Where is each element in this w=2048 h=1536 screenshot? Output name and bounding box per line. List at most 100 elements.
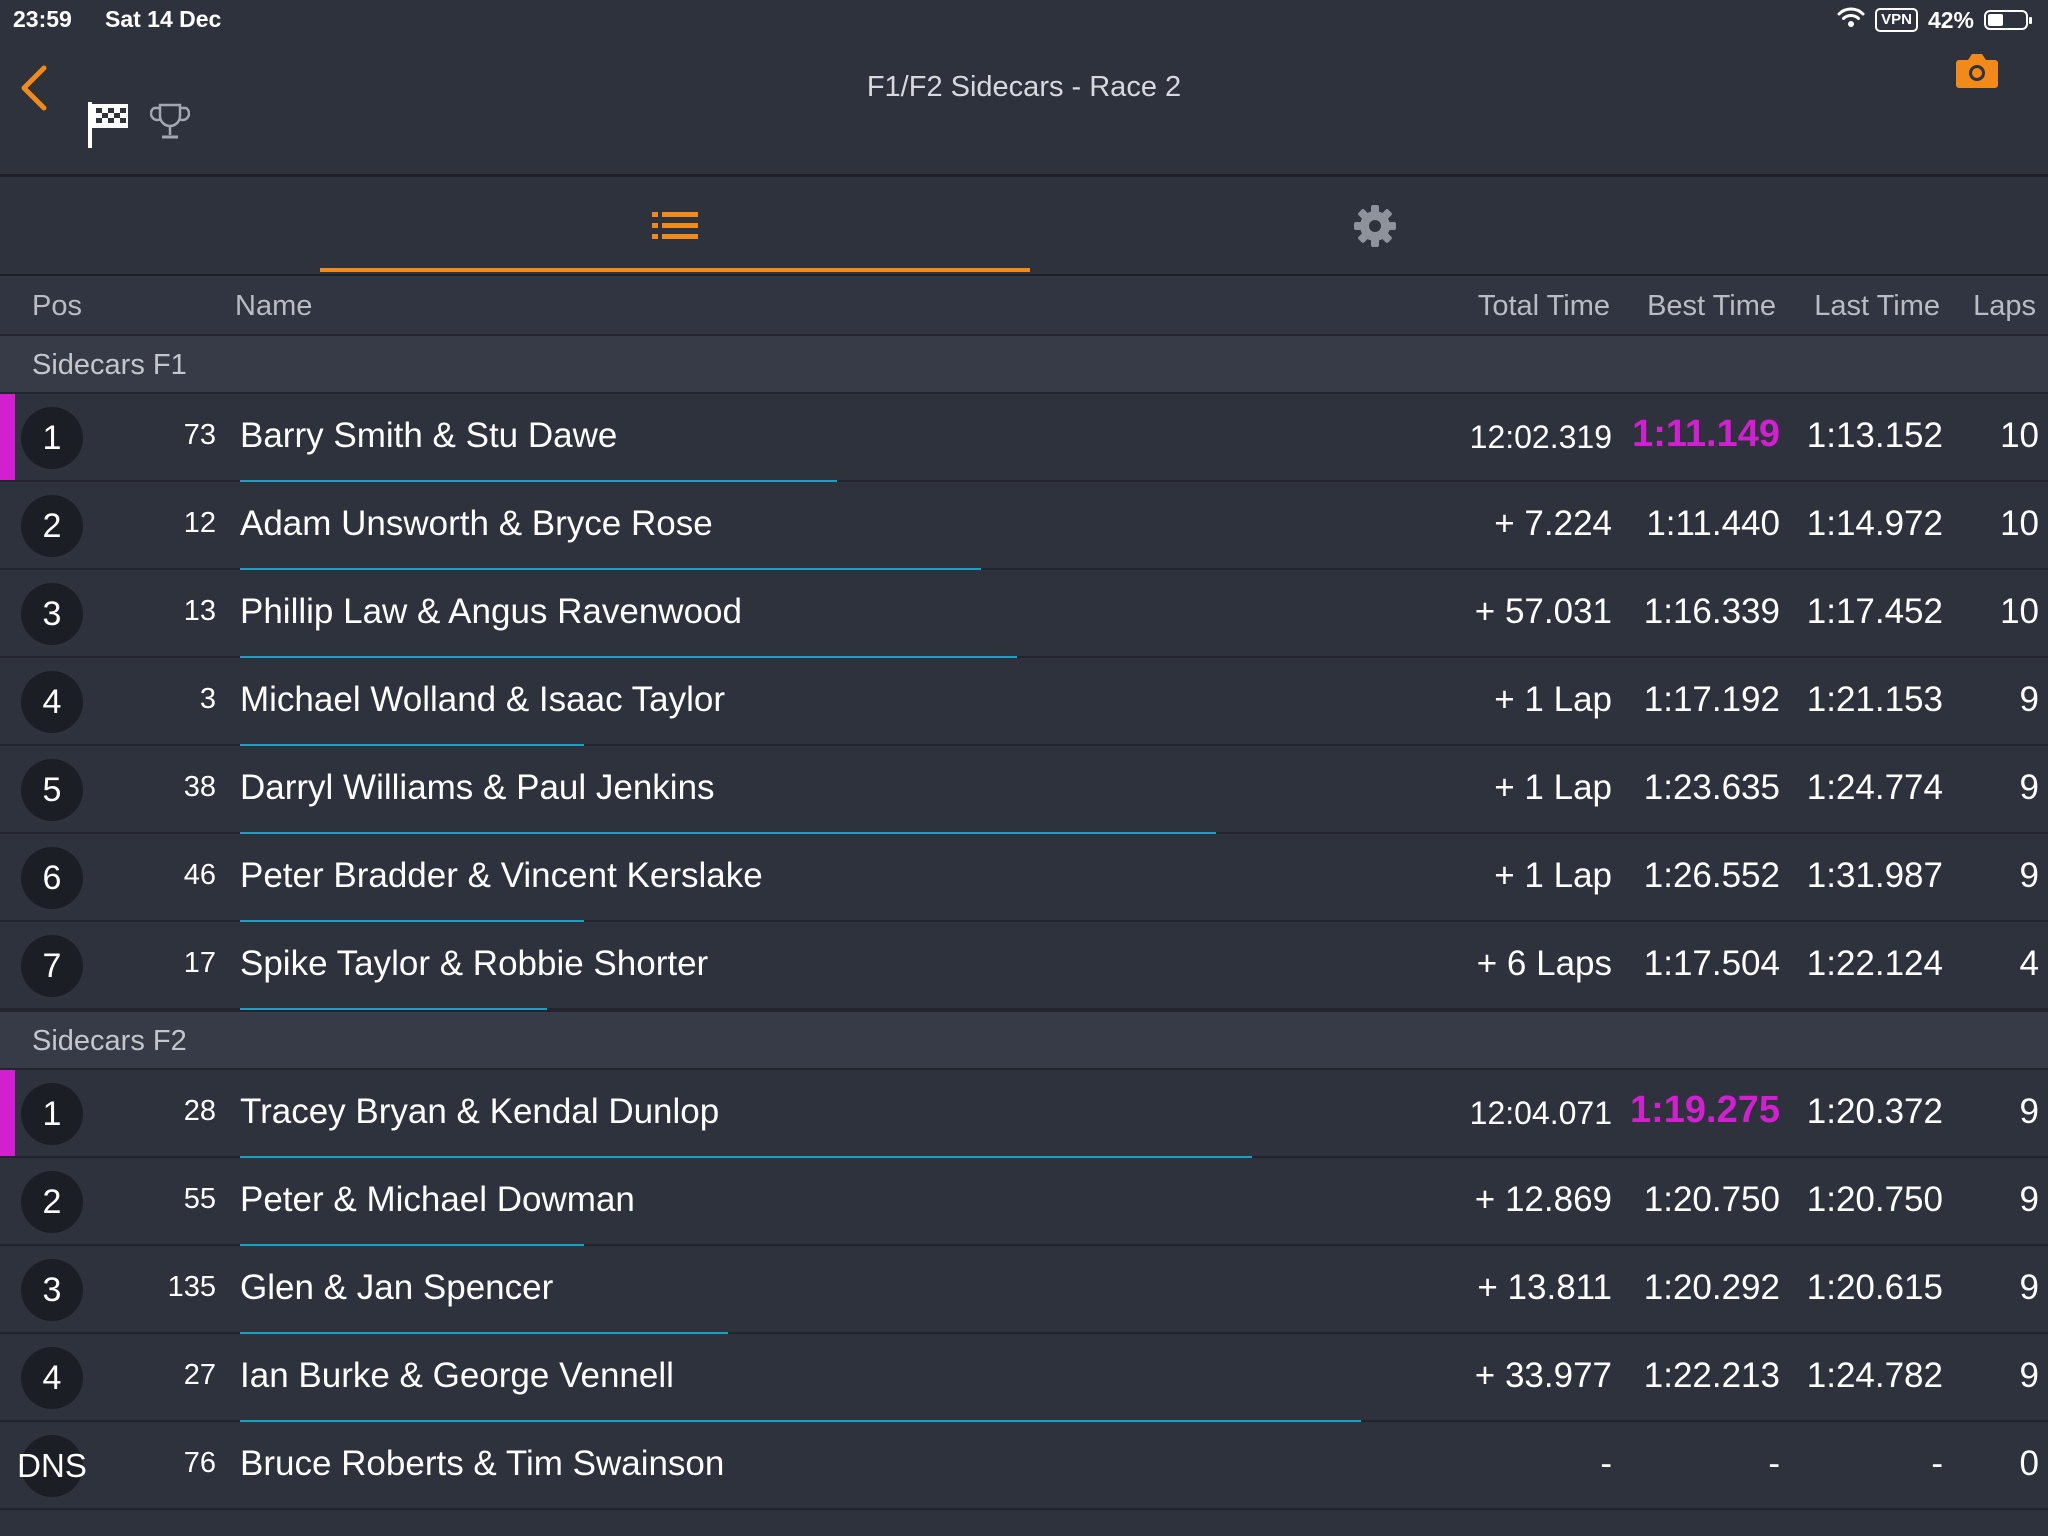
- column-pos[interactable]: Pos: [32, 290, 82, 322]
- result-row[interactable]: 1 73 Barry Smith & Stu Dawe 12:02.319 1:11.1…: [0, 394, 2048, 482]
- total-time: + 6 Laps: [1476, 944, 1612, 983]
- best-time: 1:17.504: [1643, 944, 1780, 983]
- group-label: Sidecars F1: [32, 349, 187, 381]
- best-time: 1:19.275: [1629, 1089, 1780, 1131]
- result-row[interactable]: 3 13 Phillip Law & Angus Ravenwood + 57.031…: [0, 570, 2048, 658]
- camera-button[interactable]: [1955, 52, 1999, 95]
- best-time: 1:11.440: [1646, 504, 1780, 543]
- total-time: 12:02.319: [1469, 419, 1612, 455]
- best-time: 1:17.192: [1643, 680, 1780, 719]
- column-last-time[interactable]: Last Time: [1814, 290, 1940, 322]
- group-header: Sidecars F1: [0, 334, 2048, 394]
- competitor-number: 46: [183, 859, 216, 891]
- column-laps[interactable]: Laps: [1973, 290, 2036, 322]
- checkered-flag-icon[interactable]: [86, 100, 130, 155]
- column-name[interactable]: Name: [235, 290, 313, 322]
- result-row[interactable]: 1 28 Tracey Bryan & Kendal Dunlop 12:04.071…: [0, 1070, 2048, 1158]
- list-icon: [652, 211, 698, 239]
- lap-progress-bar: [240, 1156, 1252, 1158]
- view-tabs: [0, 177, 2048, 274]
- battery-percent: 42%: [1927, 6, 1974, 33]
- lap-progress-bar: [240, 568, 981, 570]
- position-badge: 7: [21, 935, 83, 997]
- vpn-badge: VPN: [1875, 8, 1918, 32]
- result-row[interactable]: 7 17 Spike Taylor & Robbie Shorter + 6 Laps…: [0, 922, 2048, 1010]
- competitor-name: Peter & Michael Dowman: [240, 1180, 635, 1219]
- lap-progress-bar: [240, 832, 1216, 834]
- total-time: + 1 Lap: [1494, 680, 1612, 719]
- result-row[interactable]: DNS 76 Bruce Roberts & Tim Swainson - - - 0: [0, 1422, 2048, 1510]
- trophy-icon[interactable]: [149, 102, 191, 149]
- lap-progress-bar: [240, 744, 584, 746]
- competitor-name: Adam Unsworth & Bryce Rose: [240, 504, 713, 543]
- leader-marker: [0, 1070, 15, 1156]
- best-time: 1:23.635: [1643, 768, 1780, 807]
- lap-progress-bar: [240, 1008, 547, 1010]
- position-badge: 6: [21, 847, 83, 909]
- position-badge: 3: [21, 1259, 83, 1321]
- competitor-number: 17: [183, 947, 216, 979]
- competitor-number: 135: [167, 1271, 216, 1303]
- total-time: 12:04.071: [1469, 1095, 1612, 1131]
- laps-count: 9: [2019, 680, 2039, 719]
- competitor-name: Tracey Bryan & Kendal Dunlop: [240, 1092, 720, 1131]
- result-row[interactable]: 5 38 Darryl Williams & Paul Jenkins + 1 Lap…: [0, 746, 2048, 834]
- result-row[interactable]: 2 12 Adam Unsworth & Bryce Rose + 7.224 1:11…: [0, 482, 2048, 570]
- laps-count: 9: [2019, 1268, 2039, 1307]
- laps-count: 4: [2019, 944, 2039, 983]
- column-total-time[interactable]: Total Time: [1477, 290, 1610, 322]
- competitor-number: 76: [183, 1447, 216, 1479]
- active-tab-indicator: [320, 268, 1030, 272]
- total-time: + 1 Lap: [1494, 768, 1612, 807]
- last-time: 1:17.452: [1806, 592, 1943, 631]
- competitor-name: Ian Burke & George Vennell: [240, 1356, 674, 1395]
- column-best-time[interactable]: Best Time: [1647, 290, 1776, 322]
- race-header: F1/F2 Sidecars - Race 2: [0, 40, 2048, 174]
- lap-progress-bar: [240, 480, 837, 482]
- best-time: 1:16.339: [1643, 592, 1780, 631]
- status-date: Sat 14 Dec: [105, 6, 222, 32]
- competitor-name: Peter Bradder & Vincent Kerslake: [240, 856, 763, 895]
- result-row[interactable]: 6 46 Peter Bradder & Vincent Kerslake + 1 L…: [0, 834, 2048, 922]
- laps-count: 10: [2000, 504, 2039, 543]
- result-row[interactable]: 4 3 Michael Wolland & Isaac Taylor + 1 Lap 1…: [0, 658, 2048, 746]
- competitor-number: 3: [199, 683, 216, 715]
- total-time: + 33.977: [1474, 1356, 1612, 1395]
- last-time: 1:31.987: [1806, 856, 1943, 895]
- best-time: 1:22.213: [1643, 1356, 1780, 1395]
- last-time: 1:22.124: [1806, 944, 1943, 983]
- column-headers: Pos Name Total Time Best Time Last Time …: [0, 276, 2048, 334]
- position-badge: 4: [21, 1347, 83, 1409]
- battery-fill: [1988, 14, 2003, 26]
- result-row[interactable]: 4 27 Ian Burke & George Vennell + 33.977 1:2…: [0, 1334, 2048, 1422]
- result-row[interactable]: 3 135 Glen & Jan Spencer + 13.811 1:20.292 1:…: [0, 1246, 2048, 1334]
- competitor-name: Barry Smith & Stu Dawe: [240, 416, 618, 455]
- position-badge: 4: [21, 671, 83, 733]
- total-time: + 57.031: [1474, 592, 1612, 631]
- status-bar: 23:59 Sat 14 Dec VPN 42%: [0, 0, 2048, 40]
- position-badge: 1: [21, 1083, 83, 1145]
- back-button[interactable]: [16, 60, 56, 120]
- last-time: 1:20.750: [1806, 1180, 1943, 1219]
- competitor-name: Michael Wolland & Isaac Taylor: [240, 680, 726, 719]
- tab-settings[interactable]: [1090, 177, 1660, 274]
- wifi-icon: [1837, 6, 1865, 34]
- competitor-name: Bruce Roberts & Tim Swainson: [240, 1444, 725, 1483]
- position-badge: 2: [21, 495, 83, 557]
- last-time: 1:20.372: [1806, 1092, 1943, 1131]
- last-time: 1:14.972: [1806, 504, 1943, 543]
- best-time: 1:26.552: [1643, 856, 1780, 895]
- result-row[interactable]: 2 55 Peter & Michael Dowman + 12.869 1:20.75…: [0, 1158, 2048, 1246]
- lap-progress-bar: [240, 1244, 584, 1246]
- status-time: 23:59: [13, 6, 72, 32]
- competitor-number: 73: [183, 419, 216, 451]
- position-badge: 3: [21, 583, 83, 645]
- competitor-number: 55: [183, 1183, 216, 1215]
- total-time: + 1 Lap: [1494, 856, 1612, 895]
- laps-count: 9: [2019, 1092, 2039, 1131]
- status-indicators: VPN 42%: [1837, 6, 2032, 34]
- last-time: -: [1931, 1444, 1943, 1483]
- tab-results-list[interactable]: [320, 177, 1030, 274]
- last-time: 1:24.774: [1806, 768, 1943, 807]
- competitor-number: 13: [183, 595, 216, 627]
